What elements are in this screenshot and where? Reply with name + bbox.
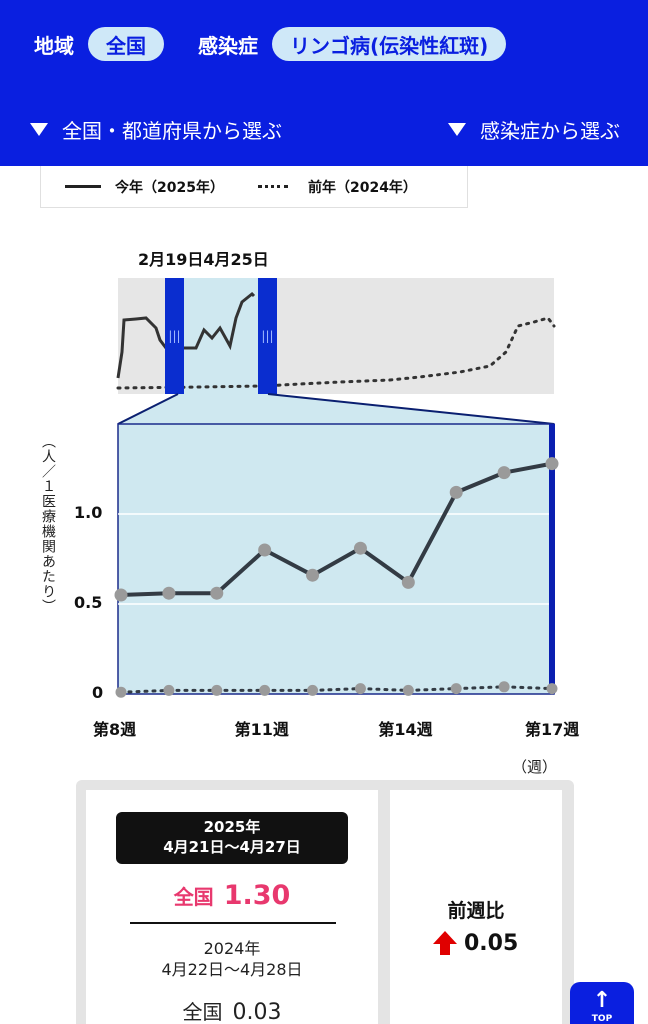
prev-period-year: 2024年	[203, 939, 261, 958]
x-tick-label: 第8週	[93, 720, 137, 739]
wow-value-row: 0.05	[432, 930, 518, 956]
divider	[130, 922, 336, 924]
chart-svg: ||| |||	[114, 278, 559, 698]
grip-icon: |||	[261, 329, 273, 343]
range-handle-left[interactable]	[165, 278, 184, 394]
region-label: 地域	[34, 33, 74, 58]
current-value-row: 全国 1.30	[130, 880, 334, 911]
y-tick-label: 1.0	[74, 503, 103, 522]
last-year-point-1	[115, 686, 127, 698]
disease-label: 感染症	[198, 33, 258, 58]
region-selector-label: 全国・都道府県から選ぶ	[62, 118, 282, 143]
range-handle-right[interactable]	[258, 278, 277, 394]
this-year-point-1	[114, 588, 128, 602]
range-label: 2月19日4月25日	[138, 250, 269, 269]
last-year-point-3	[211, 684, 223, 696]
x-tick-label: 第14週	[378, 720, 433, 739]
arrow-up-icon: ↑	[592, 988, 612, 1013]
legend-dotted-line	[257, 185, 288, 188]
zoom-connector	[118, 394, 554, 424]
current-region: 全国	[173, 885, 214, 909]
overview-chart: ||| |||	[116, 278, 556, 394]
current-period-year: 2025年	[203, 818, 261, 836]
y-tick-label: 0	[92, 683, 104, 702]
last-year-point-4	[259, 684, 271, 696]
x-tick-label: 第11週	[234, 720, 289, 739]
current-period-range: 4月21日〜4月27日	[163, 838, 301, 856]
back-to-top-button[interactable]: ↑ TOP	[570, 982, 634, 1024]
last-year-point-9	[498, 681, 510, 693]
this-year-point-3	[210, 586, 224, 600]
filter-row: 地域 全国 感染症 リンゴ病(伝染性紅斑)	[34, 26, 507, 62]
this-year-point-9	[497, 466, 511, 480]
current-value: 1.30	[223, 880, 291, 911]
header: 地域 全国 感染症 リンゴ病(伝染性紅斑) 全国・都道府県から選ぶ 感染症から選…	[0, 0, 648, 166]
prev-period-range: 4月22日〜4月28日	[161, 960, 303, 979]
overview-this-year-line	[116, 291, 256, 379]
stats-week-over-week	[390, 790, 562, 1024]
main-chart	[114, 423, 559, 698]
prev-region: 全国	[182, 1000, 223, 1024]
last-year-point-5	[307, 684, 319, 696]
triangle-down-icon	[448, 122, 466, 136]
x-tick-label: 第17週	[525, 720, 580, 739]
this-year-point-4	[258, 543, 272, 557]
prev-value: 0.03	[232, 1000, 282, 1024]
grip-icon: |||	[168, 329, 180, 343]
triangle-down-icon	[30, 122, 48, 136]
current-week-marker	[549, 424, 555, 694]
prev-value-row: 全国 0.03	[130, 996, 334, 1024]
y-axis-unit: （人／１医療機関あたり）	[40, 434, 56, 614]
wow-value: 0.05	[464, 930, 519, 956]
last-year-point-8	[450, 683, 462, 695]
region-selector[interactable]: 全国・都道府県から選ぶ	[30, 115, 282, 144]
this-year-point-6	[353, 541, 367, 555]
legend-last-year: 前年（2024年）	[307, 179, 417, 196]
up-arrow-icon	[433, 931, 457, 955]
wow-label: 前週比	[447, 900, 505, 922]
disease-selector[interactable]: 感染症から選ぶ	[448, 115, 620, 144]
overview-selection	[174, 278, 268, 394]
current-period-badge: 2025年 4月21日〜4月27日	[116, 812, 348, 864]
plot-area	[117, 423, 555, 695]
last-year-line	[119, 685, 554, 694]
this-year-point-10	[545, 457, 559, 471]
x-axis-unit: （週）	[512, 758, 558, 776]
last-year-point-6	[354, 683, 366, 695]
last-year-point-7	[402, 684, 414, 696]
this-year-point-5	[306, 568, 320, 582]
prev-period: 2024年 4月22日〜4月28日	[130, 938, 334, 980]
this-year-point-2	[162, 586, 176, 600]
last-year-point-10	[546, 683, 558, 695]
disease-pill[interactable]: リンゴ病(伝染性紅斑)	[272, 27, 507, 61]
chart-legend: 今年（2025年） 前年（2024年）	[40, 166, 468, 208]
legend-solid-line	[65, 185, 101, 188]
zoom-connector-edge	[267, 393, 555, 425]
this-year-point-8	[449, 485, 463, 499]
selector-row: 全国・都道府県から選ぶ 感染症から選ぶ	[30, 112, 620, 146]
this-year-line	[120, 461, 553, 597]
y-tick-label: 0.5	[74, 593, 103, 612]
this-year-point-7	[401, 575, 415, 589]
zoom-connector-edge	[117, 393, 179, 425]
legend-this-year: 今年（2025年）	[115, 179, 224, 196]
disease-selector-label: 感染症から選ぶ	[480, 118, 620, 143]
region-pill[interactable]: 全国	[88, 27, 164, 61]
last-year-point-2	[163, 684, 175, 696]
top-button-label: TOP	[591, 1014, 613, 1024]
